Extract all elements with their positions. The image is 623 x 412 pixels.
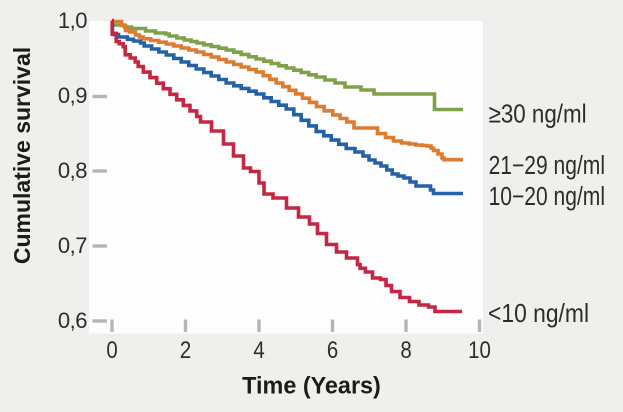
svg-text:0,7: 0,7	[58, 233, 87, 258]
svg-text:0,9: 0,9	[58, 83, 87, 108]
svg-text:0,8: 0,8	[58, 158, 87, 183]
svg-text:4: 4	[253, 336, 264, 363]
svg-text:21−29 ng/ml: 21−29 ng/ml	[489, 152, 605, 181]
svg-text:6: 6	[327, 336, 338, 363]
svg-text:2: 2	[180, 336, 191, 363]
svg-text:1,0: 1,0	[58, 8, 87, 33]
svg-text:10−20 ng/ml: 10−20 ng/ml	[489, 183, 605, 212]
svg-text:10: 10	[468, 336, 491, 363]
svg-text:≥30 ng/ml: ≥30 ng/ml	[489, 100, 587, 129]
svg-text:8: 8	[400, 336, 411, 363]
svg-text:<10 ng/ml: <10 ng/ml	[488, 300, 589, 329]
svg-text:Cumulative survival: Cumulative survival	[9, 47, 35, 264]
svg-text:Time (Years): Time (Years)	[242, 373, 381, 399]
svg-text:0: 0	[106, 336, 117, 363]
svg-text:0,6: 0,6	[58, 308, 87, 333]
